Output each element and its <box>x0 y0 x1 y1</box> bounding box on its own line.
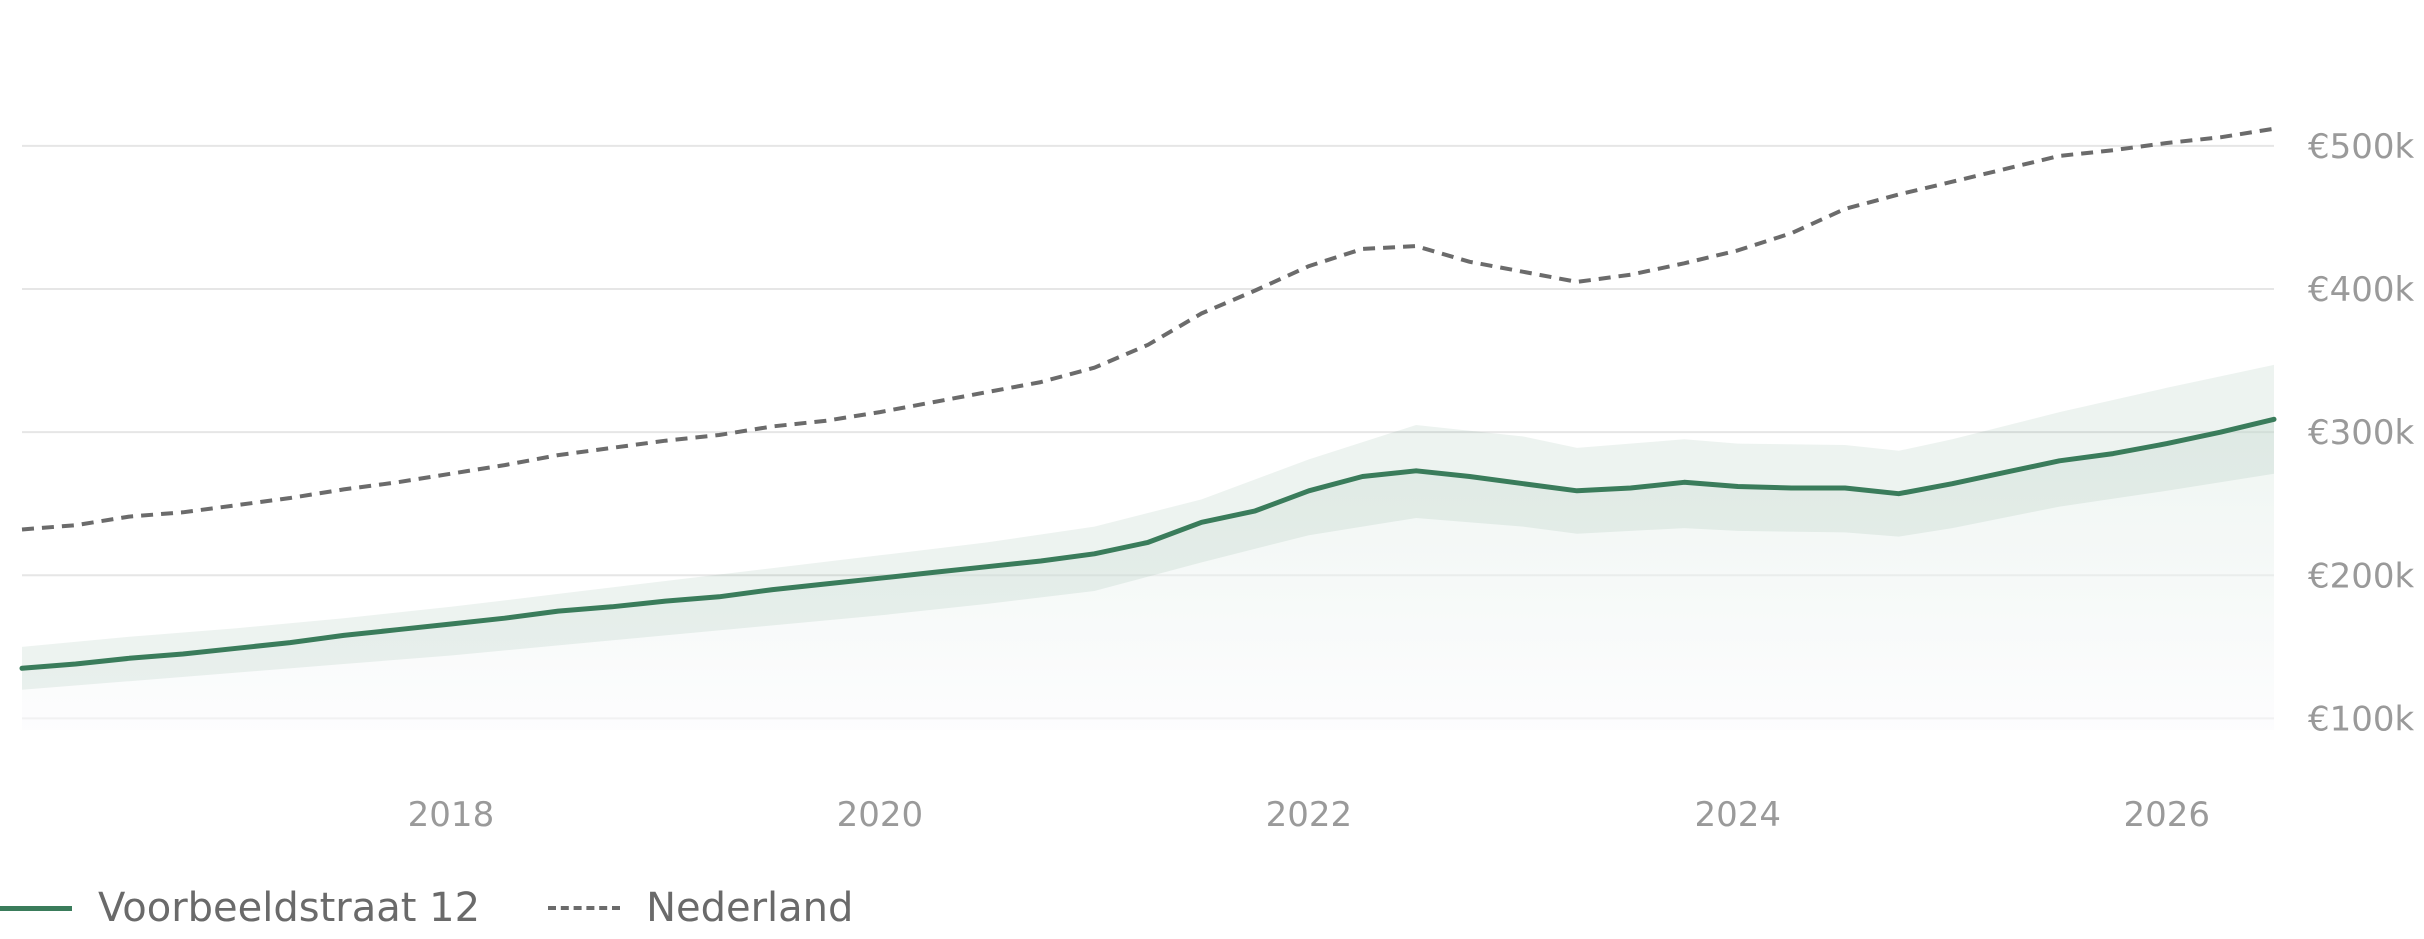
y-tick-label: €300k <box>2308 413 2415 453</box>
x-axis-ticks: 2018 2020 2022 2024 2026 <box>408 795 2210 835</box>
legend-swatch-solid <box>0 905 72 911</box>
legend: Voorbeeldstraat 12 Nederland <box>0 878 921 938</box>
series-line-nederland <box>21 126 2275 532</box>
x-tick-label: 2022 <box>1266 795 1353 835</box>
area-layer <box>22 419 2274 730</box>
y-tick-label: €400k <box>2308 270 2415 310</box>
series-area-voorbeeldstraat <box>22 419 2274 730</box>
x-tick-label: 2026 <box>2123 795 2210 835</box>
legend-swatch-dashed <box>548 906 621 910</box>
y-tick-label: €500k <box>2308 127 2415 167</box>
series-line-voorbeeldstraat <box>19 416 2277 671</box>
legend-item-nederland: Nederland <box>548 885 853 931</box>
legend-item-voorbeeldstraat: Voorbeeldstraat 12 <box>0 885 480 931</box>
y-axis-ticks: €100k €200k €300k €400k €500k <box>2308 127 2415 740</box>
y-tick-label: €200k <box>2308 556 2415 596</box>
line-layer <box>19 126 2277 671</box>
x-tick-label: 2020 <box>837 795 924 835</box>
legend-label-nederland: Nederland <box>646 885 854 931</box>
x-tick-label: 2024 <box>1695 795 1782 835</box>
x-tick-label: 2018 <box>408 795 495 835</box>
y-tick-label: €100k <box>2308 699 2415 739</box>
legend-label-voorbeeldstraat: Voorbeeldstraat 12 <box>98 885 481 931</box>
